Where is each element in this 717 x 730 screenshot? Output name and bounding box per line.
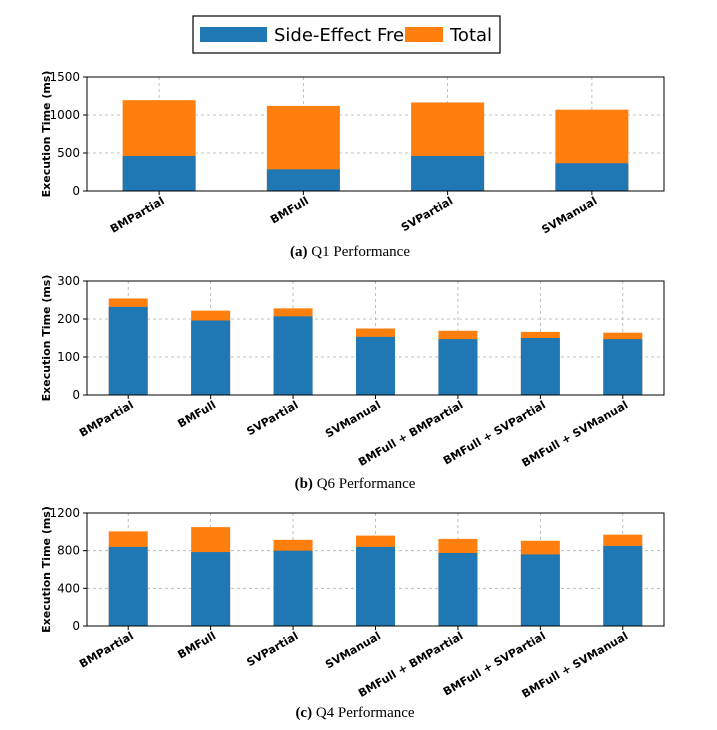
caption-b: (b) Q6 Performance [295,476,416,492]
caption-b-text: Q6 Performance [317,476,416,492]
x-tick-label-bmfull: BMFull [176,398,219,430]
y-tick-label: 100 [57,350,80,364]
bar-side-effect-free-bmfull [266,169,340,191]
bar-side-effect-free-bmpartial [122,156,196,191]
y-tick-label: 0 [72,619,80,633]
caption-c-text: Q4 Performance [316,705,415,721]
x-tick-label-bmpartial: BMPartial [108,194,167,235]
bar-side-effect-free-bmfull-bmpartial [438,553,478,626]
legend: Side-Effect Free Total [192,15,501,54]
x-tick-label-bmpartial: BMPartial [77,629,136,670]
y-tick-label: 800 [57,544,80,558]
caption-b-tag: (b) [295,476,313,492]
y-tick-label: 300 [57,274,80,288]
x-tick-label-svpartial: SVPartial [399,194,455,234]
bar-side-effect-free-svmanual [555,163,629,191]
y-tick-label: 1500 [49,70,80,84]
chart-q6: 0 100 200 300 Execution Time (ms) BMPartial BM… [40,274,665,470]
x-tick-label-svpartial: SVPartial [244,629,300,669]
caption-a-text: Q1 Performance [311,244,410,260]
plot-frame [86,76,665,192]
x-tick-label-bmpartial: BMPartial [77,398,136,439]
legend-label-side-effect-free: Side-Effect Free [274,25,415,46]
bar-side-effect-free-svpartial [273,550,313,626]
y-axis-title: Execution Time (ms) [40,275,53,402]
x-tick-label-svmanual: SVManual [323,629,383,671]
y-tick-label: 200 [57,312,80,326]
bar-side-effect-free-svpartial [411,156,485,191]
bar-side-effect-free-svmanual [356,336,395,395]
legend-swatch-total [405,27,443,42]
y-tick-label: 400 [57,581,80,595]
y-axis-title: Execution Time (ms) [40,71,53,198]
y-axis-title: Execution Time (ms) [40,506,53,633]
x-tick-label-svpartial: SVPartial [244,398,300,438]
legend-label-total: Total [449,25,492,46]
bar-side-effect-free-bmpartial [108,546,148,626]
bar-side-effect-free-bmfull [191,552,231,626]
caption-a: (a) Q1 Performance [290,244,410,260]
x-tick-label-svmanual: SVManual [323,398,383,440]
bar-side-effect-free-bmfull-svpartial [520,338,560,395]
caption-a-tag: (a) [290,244,308,260]
caption-c-tag: (c) [295,705,312,721]
bar-side-effect-free-bmfull-svpartial [520,554,560,626]
bar-side-effect-free-svmanual [356,546,395,626]
bar-side-effect-free-bmfull [191,320,231,395]
bar-side-effect-free-bmpartial [108,306,148,395]
x-tick-label-bmfull: BMFull [176,629,219,661]
bar-side-effect-free-bmfull-bmpartial [438,339,478,395]
caption-c: (c) Q4 Performance [295,705,414,721]
y-tick-label: 1000 [49,108,80,122]
y-tick-label: 500 [57,146,80,160]
legend-swatch-side-effect-free [200,27,267,42]
bar-side-effect-free-bmfull-svmanual [603,339,643,395]
x-tick-label-svmanual: SVManual [539,194,599,236]
y-tick-label: 1200 [49,506,80,520]
bar-side-effect-free-bmfull-svmanual [603,545,643,626]
y-tick-label: 0 [72,388,80,402]
x-tick-label-bmfull: BMFull [268,194,311,226]
bar-side-effect-free-svpartial [273,316,313,395]
y-tick-label: 0 [72,184,80,198]
